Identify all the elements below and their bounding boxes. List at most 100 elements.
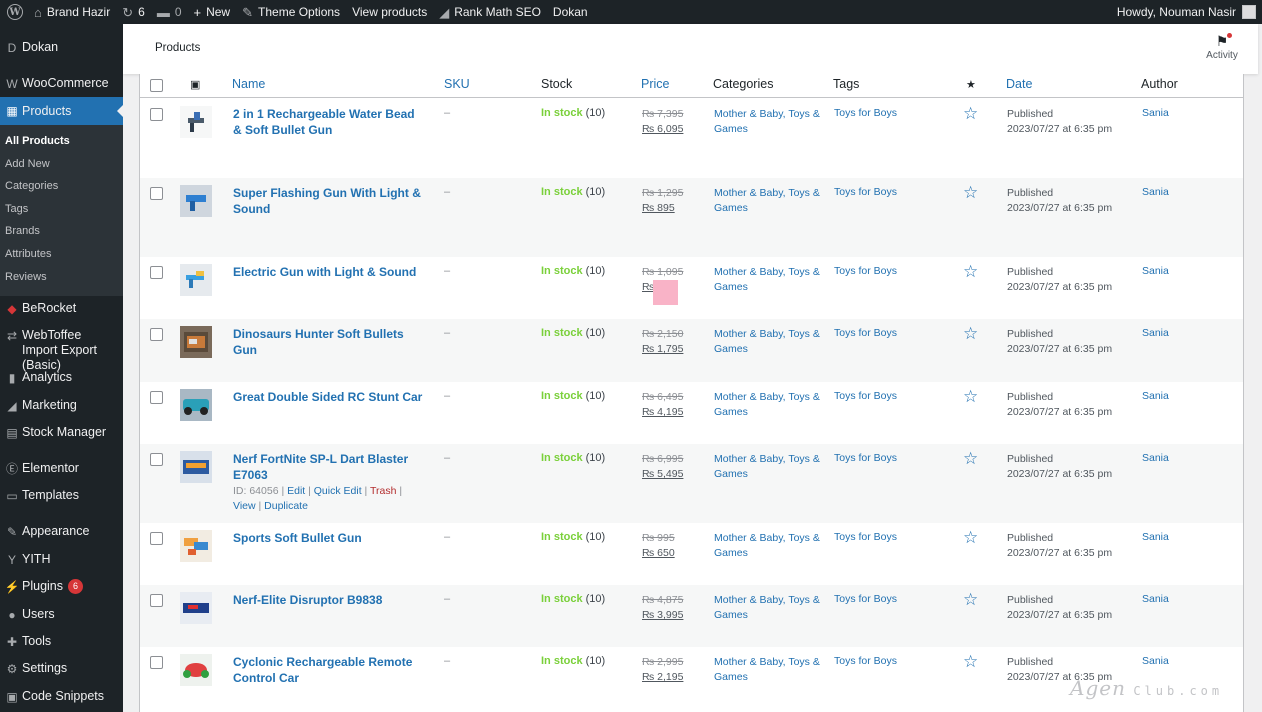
product-thumbnail[interactable] — [180, 530, 212, 562]
sidebar-item-users[interactable]: ● Users — [0, 607, 123, 623]
product-thumbnail[interactable] — [180, 106, 212, 138]
product-author[interactable]: Sania — [1142, 327, 1169, 339]
table-row[interactable]: Sports Soft Bullet Gun – In stock (10) ₨… — [140, 523, 1243, 585]
featured-star-icon[interactable]: ☆ — [963, 652, 979, 671]
product-thumbnail[interactable] — [180, 451, 212, 483]
sidebar-item-yith[interactable]: Y YITH — [0, 552, 123, 568]
row-checkbox[interactable] — [150, 656, 163, 669]
row-checkbox[interactable] — [150, 391, 163, 404]
featured-star-icon[interactable]: ☆ — [963, 262, 979, 281]
product-thumbnail[interactable] — [180, 185, 212, 217]
submenu-brands[interactable]: Brands — [5, 225, 40, 237]
sidebar-item-woocommerce[interactable]: W WooCommerce — [0, 76, 123, 92]
comments-link[interactable]: ▬ 0 — [156, 4, 182, 20]
view-link[interactable]: View — [233, 500, 256, 512]
sidebar-item-plugins[interactable]: ⚡ Plugins 6 — [0, 579, 123, 595]
product-tags[interactable]: Toys for Boys — [834, 265, 898, 277]
row-checkbox[interactable] — [150, 266, 163, 279]
row-checkbox[interactable] — [150, 328, 163, 341]
submenu-categories[interactable]: Categories — [5, 180, 59, 192]
featured-star-icon[interactable]: ☆ — [963, 183, 979, 202]
product-name-link[interactable]: Nerf-Elite Disruptor B9838 — [233, 593, 383, 607]
product-thumbnail[interactable] — [180, 326, 212, 358]
table-row[interactable]: Super Flashing Gun With Light & Sound – … — [140, 178, 1243, 257]
product-tags[interactable]: Toys for Boys — [834, 107, 898, 119]
product-name-link[interactable]: Sports Soft Bullet Gun — [233, 531, 362, 545]
activity-button[interactable]: ⚑ Activity — [1202, 32, 1242, 61]
table-row[interactable]: Great Double Sided RC Stunt Car – In sto… — [140, 382, 1243, 444]
featured-star-icon[interactable]: ☆ — [963, 387, 979, 406]
product-thumbnail[interactable] — [180, 592, 212, 624]
product-tags[interactable]: Toys for Boys — [834, 186, 898, 198]
duplicate-link[interactable]: Duplicate — [264, 500, 308, 512]
sidebar-item-analytics[interactable]: ▮ Analytics — [0, 370, 123, 386]
sidebar-item-dokan[interactable]: D Dokan — [0, 40, 123, 56]
product-categories[interactable]: Mother & Baby, Toys & Games — [714, 453, 820, 480]
product-tags[interactable]: Toys for Boys — [834, 390, 898, 402]
product-categories[interactable]: Mother & Baby, Toys & Games — [714, 328, 820, 355]
product-name-link[interactable]: Dinosaurs Hunter Soft Bullets Gun — [233, 327, 404, 357]
product-tags[interactable]: Toys for Boys — [834, 452, 898, 464]
sidebar-item-settings[interactable]: ⚙ Settings — [0, 661, 123, 677]
table-row[interactable]: Cyclonic Rechargeable Remote Control Car… — [140, 647, 1243, 712]
submenu-reviews[interactable]: Reviews — [5, 271, 47, 283]
column-date[interactable]: Date — [1006, 77, 1033, 91]
updates-link[interactable]: ↻ 6 — [122, 4, 145, 20]
product-categories[interactable]: Mother & Baby, Toys & Games — [714, 391, 820, 418]
view-products-link[interactable]: View products — [352, 5, 428, 19]
product-author[interactable]: Sania — [1142, 186, 1169, 198]
theme-options-link[interactable]: ✎ Theme Options — [242, 4, 341, 20]
product-categories[interactable]: Mother & Baby, Toys & Games — [714, 187, 820, 214]
row-checkbox[interactable] — [150, 187, 163, 200]
product-thumbnail[interactable] — [180, 264, 212, 296]
table-row[interactable]: Nerf-Elite Disruptor B9838 – In stock (1… — [140, 585, 1243, 647]
product-name-link[interactable]: Electric Gun with Light & Sound — [233, 265, 417, 279]
product-thumbnail[interactable] — [180, 389, 212, 421]
submenu-tags[interactable]: Tags — [5, 203, 29, 215]
column-name[interactable]: Name — [232, 77, 266, 91]
product-categories[interactable]: Mother & Baby, Toys & Games — [714, 266, 820, 293]
featured-star-icon[interactable]: ★ — [966, 79, 976, 91]
trash-link[interactable]: Trash — [370, 485, 397, 497]
select-all-checkbox[interactable] — [150, 79, 163, 92]
dokan-link[interactable]: Dokan — [552, 5, 588, 19]
submenu-attributes[interactable]: Attributes — [5, 248, 52, 260]
featured-star-icon[interactable]: ☆ — [963, 449, 979, 468]
product-categories[interactable]: Mother & Baby, Toys & Games — [714, 108, 820, 135]
featured-star-icon[interactable]: ☆ — [963, 104, 979, 123]
submenu-all-products[interactable]: All Products — [5, 135, 70, 147]
product-categories[interactable]: Mother & Baby, Toys & Games — [714, 594, 820, 621]
product-tags[interactable]: Toys for Boys — [834, 655, 898, 667]
sidebar-item-products[interactable]: ▦ Products — [0, 97, 123, 125]
submenu-add-new[interactable]: Add New — [5, 158, 50, 170]
product-name-link[interactable]: Cyclonic Rechargeable Remote Control Car — [233, 655, 413, 685]
row-checkbox[interactable] — [150, 108, 163, 121]
product-categories[interactable]: Mother & Baby, Toys & Games — [714, 532, 820, 559]
featured-star-icon[interactable]: ☆ — [963, 528, 979, 547]
product-tags[interactable]: Toys for Boys — [834, 593, 898, 605]
product-author[interactable]: Sania — [1142, 531, 1169, 543]
sidebar-item-marketing[interactable]: ◢ Marketing — [0, 398, 123, 414]
row-checkbox[interactable] — [150, 532, 163, 545]
table-row[interactable]: Electric Gun with Light & Sound – In sto… — [140, 257, 1243, 319]
product-author[interactable]: Sania — [1142, 593, 1169, 605]
table-row[interactable]: Nerf FortNite SP-L Dart Blaster E7063 ID… — [140, 444, 1243, 523]
row-checkbox[interactable] — [150, 594, 163, 607]
product-name-link[interactable]: Nerf FortNite SP-L Dart Blaster E7063 — [233, 452, 409, 482]
sidebar-item-appearance[interactable]: ✎ Appearance — [0, 524, 123, 540]
product-author[interactable]: Sania — [1142, 390, 1169, 402]
table-row[interactable]: Dinosaurs Hunter Soft Bullets Gun – In s… — [140, 319, 1243, 382]
sidebar-item-code-snippets[interactable]: ▣ Code Snippets — [0, 689, 123, 705]
product-thumbnail[interactable] — [180, 654, 212, 686]
featured-star-icon[interactable]: ☆ — [963, 324, 979, 343]
row-checkbox[interactable] — [150, 453, 163, 466]
quick-edit-link[interactable]: Quick Edit — [313, 485, 362, 497]
sidebar-item-stock-manager[interactable]: ▤ Stock Manager — [0, 425, 123, 441]
product-name-link[interactable]: Super Flashing Gun With Light & Sound — [233, 186, 421, 216]
product-name-link[interactable]: Great Double Sided RC Stunt Car — [233, 390, 423, 404]
product-tags[interactable]: Toys for Boys — [834, 327, 898, 339]
sidebar-item-templates[interactable]: ▭ Templates — [0, 488, 123, 504]
column-price[interactable]: Price — [641, 77, 670, 91]
edit-link[interactable]: Edit — [287, 485, 306, 497]
site-name-link[interactable]: ⌂ Brand Hazir — [34, 4, 111, 20]
